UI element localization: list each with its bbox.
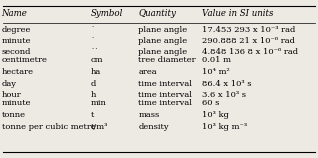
Text: ˙: ˙ (91, 37, 95, 45)
Text: Symbol: Symbol (91, 9, 123, 18)
Text: minute: minute (2, 37, 31, 45)
Text: Value in SI units: Value in SI units (202, 9, 273, 18)
Text: tonne: tonne (2, 111, 25, 119)
Text: ˙˙: ˙˙ (91, 48, 99, 56)
Text: Quantity: Quantity (138, 9, 176, 18)
Text: h: h (91, 91, 96, 99)
Text: d: d (91, 80, 96, 88)
Text: 0.01 m: 0.01 m (202, 56, 231, 64)
Text: tree diameter: tree diameter (138, 56, 196, 64)
Text: 290.888 21 x 10⁻⁶ rad: 290.888 21 x 10⁻⁶ rad (202, 37, 295, 45)
Text: time interval: time interval (138, 80, 192, 88)
Text: plane angle: plane angle (138, 26, 187, 34)
Text: density: density (138, 123, 169, 131)
Text: centimetre: centimetre (2, 56, 47, 64)
Text: minute: minute (2, 99, 31, 107)
Text: 3.6 x 10³ s: 3.6 x 10³ s (202, 91, 246, 99)
Text: 86.4 x 10³ s: 86.4 x 10³ s (202, 80, 252, 88)
Text: hectare: hectare (2, 68, 34, 76)
Text: 10³ kg: 10³ kg (202, 111, 229, 119)
Text: 17.453 293 x 10⁻³ rad: 17.453 293 x 10⁻³ rad (202, 26, 295, 34)
Text: second: second (2, 48, 31, 56)
Text: mass: mass (138, 111, 160, 119)
Text: plane angle: plane angle (138, 48, 187, 56)
Text: degree: degree (2, 26, 31, 34)
Text: 4.848 136 8 x 10⁻⁶ rad: 4.848 136 8 x 10⁻⁶ rad (202, 48, 298, 56)
Text: hour: hour (2, 91, 21, 99)
Text: cm: cm (91, 56, 103, 64)
Text: ˙: ˙ (91, 26, 95, 34)
Text: min: min (91, 99, 107, 107)
Text: 10⁴ m²: 10⁴ m² (202, 68, 230, 76)
Text: Name: Name (2, 9, 27, 18)
Text: 60 s: 60 s (202, 99, 219, 107)
Text: t: t (91, 111, 94, 119)
Text: time interval: time interval (138, 91, 192, 99)
Text: day: day (2, 80, 17, 88)
Text: 10³ kg m⁻³: 10³ kg m⁻³ (202, 123, 247, 131)
Text: plane angle: plane angle (138, 37, 187, 45)
Text: tonne per cubic metre: tonne per cubic metre (2, 123, 95, 131)
Text: area: area (138, 68, 157, 76)
Text: time interval: time interval (138, 99, 192, 107)
Text: ha: ha (91, 68, 101, 76)
Text: t/m³: t/m³ (91, 123, 108, 131)
